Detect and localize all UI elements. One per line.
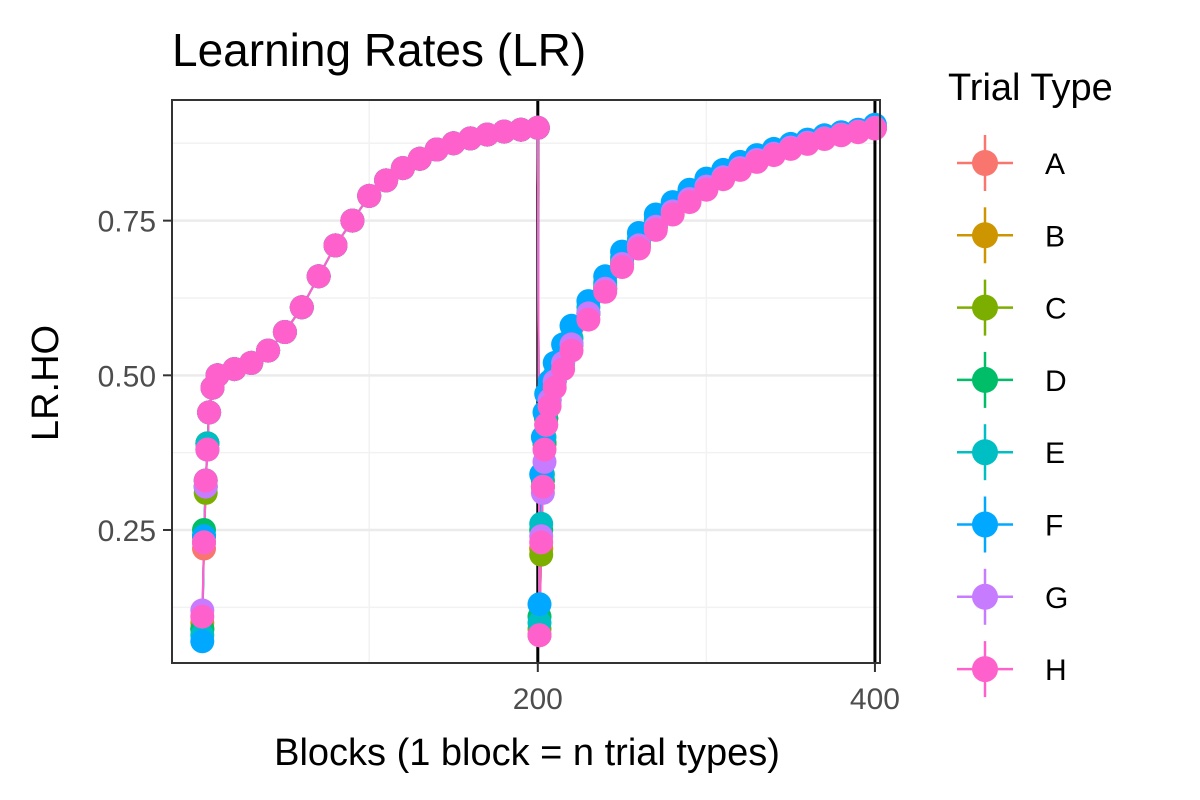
data-point-H [862,116,887,141]
data-point-H [532,437,557,462]
data-point-H [534,412,559,437]
data-point-H [197,400,222,425]
data-point-H [576,307,601,332]
data-point-H [190,604,215,629]
legend-key-point [972,439,998,466]
chart-title: Learning Rates (LR) [172,24,586,76]
legend-item-F: F [957,496,1063,553]
legend-key-point [972,366,998,393]
data-point-H [643,217,668,242]
data-point-H [626,236,651,261]
legend-label: A [1045,148,1065,181]
data-point-H [527,623,552,648]
data-point-H [357,183,382,208]
data-point-H [192,530,216,555]
data-point-H [677,190,702,215]
data-point-H [256,338,281,363]
legend-label: H [1045,654,1067,687]
legend-label: B [1045,220,1065,253]
data-point-H [374,168,399,193]
x-tick-label: 200 [513,683,563,716]
data-point-H [239,350,264,375]
y-tick-label: 0.25 [98,515,156,548]
data-point-H [195,437,220,462]
legend-keys: A B C D E F G H [957,135,1068,698]
legend: Trial Type A B C D E F G H [948,67,1113,698]
data-point-H [525,115,550,140]
y-tick-label: 0.50 [98,360,156,393]
legend-label: G [1045,582,1068,615]
x-axis-title: Blocks (1 block = n trial types) [274,732,780,774]
legend-label: E [1045,437,1065,470]
legend-key-point [972,656,998,683]
data-point-H [306,264,331,289]
data-point-H [537,394,562,419]
legend-item-G: G [957,568,1068,625]
x-axis: 200 400 [513,663,900,716]
legend-key-point [972,294,998,321]
plot-panel [171,99,887,664]
data-point-F [527,592,552,617]
legend-item-B: B [957,207,1065,264]
data-point-H [593,279,618,304]
data-point-H [340,208,365,233]
legend-title: Trial Type [948,67,1113,109]
data-point-H [610,255,635,279]
legend-item-D: D [957,351,1067,408]
series-points [190,112,887,654]
y-axis: 0.25 0.50 0.75 [98,206,172,548]
data-point-F [190,629,215,654]
data-point-H [272,320,297,344]
data-point-H [323,233,348,258]
legend-item-H: H [957,641,1067,698]
y-axis-title: LR.HO [25,325,67,441]
data-point-H [529,530,554,555]
data-point-H [551,357,576,382]
data-point-H [289,295,314,320]
legend-item-A: A [957,135,1065,191]
legend-label: F [1045,510,1063,543]
legend-key-point [972,511,998,538]
data-point-H [559,338,584,363]
x-tick-label: 400 [850,683,900,716]
data-point-H [530,474,555,499]
legend-item-C: C [957,279,1067,336]
legend-key-point [972,583,998,610]
data-point-H [542,375,567,400]
legend-key-point [972,222,998,249]
y-tick-label: 0.75 [98,206,156,239]
legend-key-point [972,150,998,176]
legend-item-E: E [957,424,1065,481]
plot-panel-border [171,99,881,664]
data-point-H [660,202,685,227]
data-point-H [193,468,218,493]
legend-label: D [1045,365,1067,398]
legend-label: C [1045,293,1067,326]
